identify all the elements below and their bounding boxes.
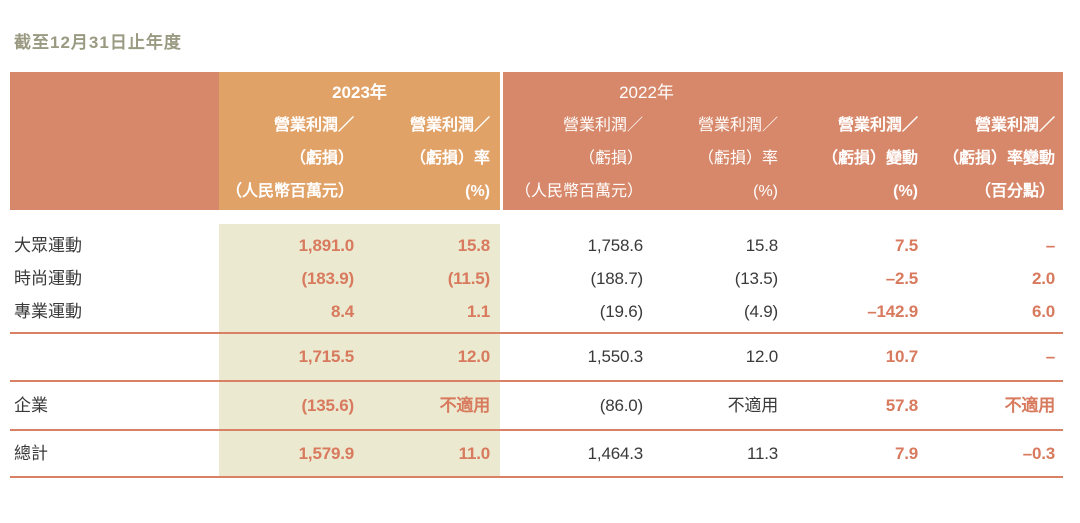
row-label: 總計 (14, 444, 48, 463)
separator-line (10, 429, 1063, 431)
page-title: 截至12月31日止年度 (14, 33, 182, 52)
table-row-total: 總計 1,579.9 11.0 1,464.3 11.3 7.9 –0.3 (10, 431, 1063, 476)
separator-line (10, 380, 1063, 382)
cell-op-change: 7.9 (894, 444, 918, 463)
table-row-professional-sports: 專業運動 8.4 1.1 (19.6) (4.9) –142.9 6.0 (10, 295, 1063, 328)
cell-margin-change: – (1045, 236, 1055, 255)
header-cell-margin-change: 營業利潤／ （虧損）率變動 （百分點） (942, 117, 1055, 200)
table-row-segment-subtotal: 1,715.5 12.0 1,550.3 12.0 10.7 – (10, 334, 1063, 380)
cell-margin-2023: 1.1 (466, 302, 490, 321)
row-label: 專業運動 (14, 302, 82, 321)
cell-op-2023: 1,579.9 (298, 444, 355, 463)
cell-margin-2023: 11.0 (458, 444, 491, 463)
header-cell-profit-change: 營業利潤／ （虧損）變動 (%) (821, 117, 918, 200)
header-bg-2022-section (503, 72, 1063, 210)
table-header: 2023年 2022年 營業利潤／ （虧損） （人民幣百萬元） 營業利潤／ （虧… (10, 72, 1063, 210)
cell-margin-change: 2.0 (1031, 269, 1055, 288)
cell-op-2022: 1,758.6 (587, 236, 644, 255)
highlight-2023-column (219, 224, 500, 478)
cell-margin-2023: 不適用 (439, 396, 491, 415)
cell-margin-2023: 15.8 (457, 236, 490, 255)
cell-op-2023: (183.9) (301, 269, 355, 288)
header-bg-label-column (10, 72, 219, 210)
cell-op-2022: (86.0) (599, 396, 643, 415)
cell-op-2023: 8.4 (330, 302, 354, 321)
cell-op-change: 7.5 (894, 236, 918, 255)
header-cell-2023-operating-profit: 營業利潤／ （虧損） （人民幣百萬元） (225, 117, 354, 200)
row-label (10, 334, 219, 380)
cell-op-change: –2.5 (885, 269, 918, 288)
header-bg-2023-section (219, 72, 500, 210)
row-label: 時尚運動 (14, 269, 82, 288)
cell-margin-change: 不適用 (1004, 396, 1056, 415)
year-2023-label: 2023年 (332, 83, 387, 102)
cell-margin-2023: (11.5) (447, 269, 490, 288)
cell-margin-2022: 11.3 (746, 444, 778, 463)
operating-profit-table: 2023年 2022年 營業利潤／ （虧損） （人民幣百萬元） 營業利潤／ （虧… (10, 72, 1063, 478)
table-row-corporate: 企業 (135.6) 不適用 (86.0) 不適用 57.8 不適用 (10, 382, 1063, 429)
header-cell-2023-margin: 營業利潤／ （虧損）率 (%) (409, 117, 490, 200)
cell-margin-change: 6.0 (1031, 302, 1055, 321)
cell-margin-2022: 不適用 (727, 396, 779, 415)
cell-op-2022: 1,464.3 (587, 444, 644, 463)
cell-op-change: 57.8 (885, 396, 918, 415)
cell-margin-change: –0.3 (1022, 444, 1055, 463)
cell-op-2023: 1,715.5 (298, 347, 355, 366)
cell-margin-2022: (4.9) (744, 302, 778, 321)
header-cell-2022-margin: 營業利潤／ （虧損）率 (%) (697, 117, 778, 200)
cell-margin-change: – (1045, 347, 1055, 366)
cell-op-change: 10.7 (885, 347, 918, 366)
header-cell-empty (10, 109, 219, 208)
cell-op-2022: 1,550.3 (587, 347, 644, 366)
cell-op-change: –142.9 (867, 302, 918, 321)
bottom-border-line (10, 476, 1063, 478)
separator-line (10, 332, 1063, 334)
table-body: 大眾運動 1,891.0 15.8 1,758.6 15.8 7.5 – 時尚運… (10, 224, 1063, 478)
cell-op-2022: (19.6) (599, 302, 643, 321)
row-label: 企業 (14, 396, 48, 415)
table-row-mass-sports: 大眾運動 1,891.0 15.8 1,758.6 15.8 7.5 – (10, 229, 1063, 262)
cell-margin-2022: (13.5) (734, 269, 778, 288)
header-cell-2022-operating-profit: 營業利潤／ （虧損） （人民幣百萬元） (514, 117, 643, 200)
cell-margin-2022: 15.8 (745, 236, 778, 255)
cell-op-2023: (135.6) (301, 396, 355, 415)
row-label: 大眾運動 (14, 236, 82, 255)
cell-op-2023: 1,891.0 (298, 236, 355, 255)
table-row-fashion-sports: 時尚運動 (183.9) (11.5) (188.7) (13.5) –2.5 … (10, 262, 1063, 295)
column-header-row: 營業利潤／ （虧損） （人民幣百萬元） 營業利潤／ （虧損）率 (%) 營業利潤… (10, 109, 1063, 208)
cell-margin-2023: 12.0 (457, 347, 490, 366)
cell-margin-2022: 12.0 (745, 347, 778, 366)
year-2022-label: 2022年 (619, 83, 674, 102)
report-page: 截至12月31日止年度 2023年 2022年 營業利潤／ （虧損） （人民幣百… (0, 28, 1080, 523)
cell-op-2022: (188.7) (590, 269, 644, 288)
